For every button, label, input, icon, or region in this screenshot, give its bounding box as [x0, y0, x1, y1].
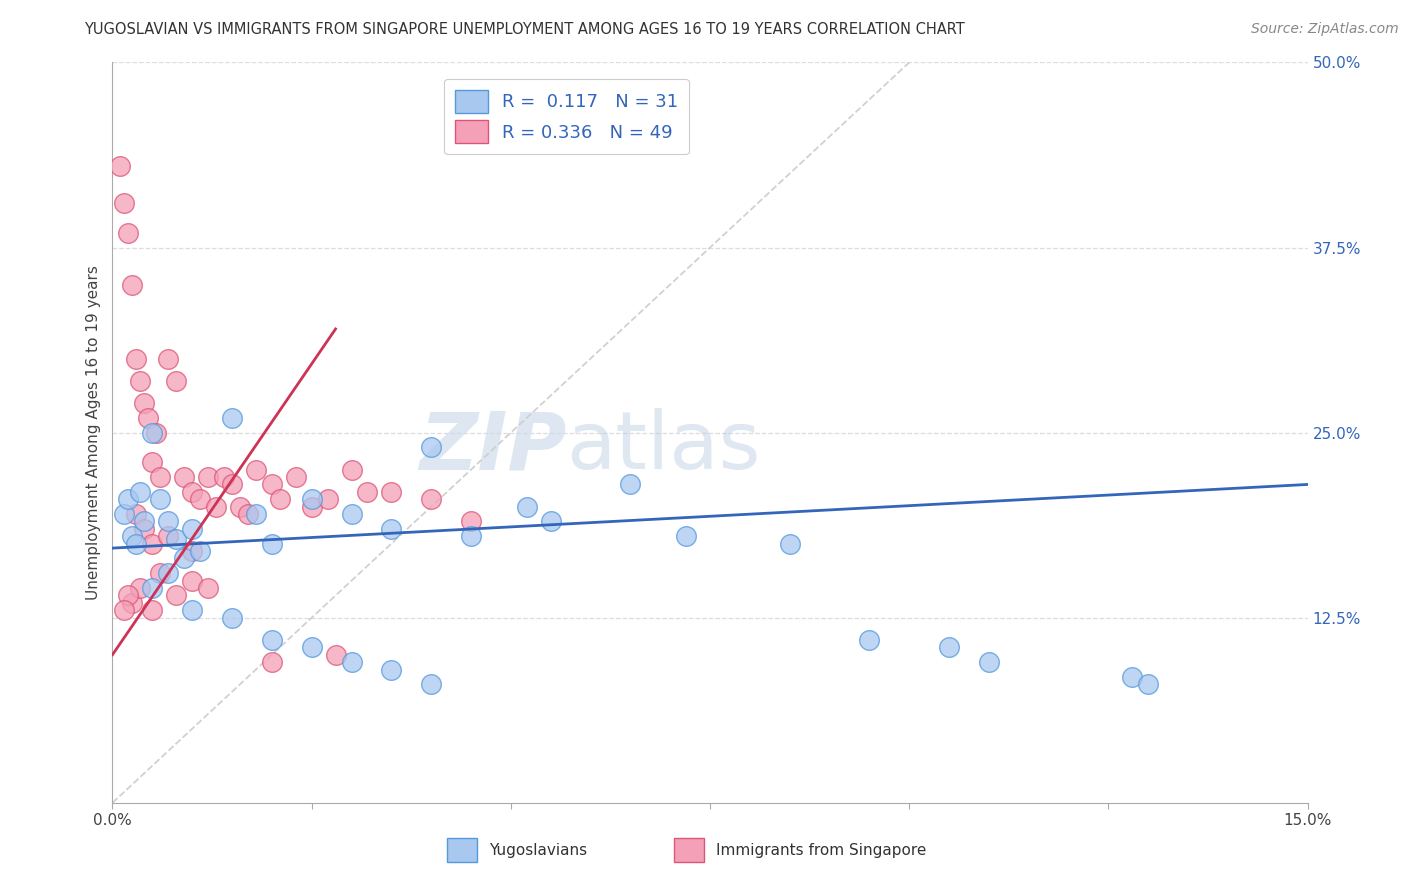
Point [858, 632, 880, 647]
Point [221, 410, 243, 425]
Bar [675, 838, 704, 862]
Y-axis label: Unemployment Among Ages 16 to 19 years: Unemployment Among Ages 16 to 19 years [86, 265, 101, 600]
Point [181, 522, 204, 536]
Point [141, 425, 163, 440]
Point [977, 655, 1000, 669]
Point [165, 533, 187, 547]
Point [340, 462, 363, 476]
Point [181, 603, 204, 617]
Point [141, 581, 163, 595]
Point [779, 536, 801, 550]
Point [121, 277, 143, 292]
Point [125, 507, 148, 521]
Point [129, 374, 152, 388]
Point [173, 470, 195, 484]
Point [188, 544, 211, 558]
Point [269, 492, 291, 507]
Point [141, 455, 163, 469]
Point [114, 603, 135, 617]
Point [134, 522, 156, 536]
Point [221, 610, 243, 624]
Point [516, 500, 538, 514]
Point [114, 196, 135, 211]
Legend: R =  0.117   N = 31, R = 0.336   N = 49: R = 0.117 N = 31, R = 0.336 N = 49 [444, 78, 689, 154]
Point [149, 566, 172, 581]
Point [157, 351, 180, 366]
Point [260, 632, 283, 647]
Text: Yugoslavians: Yugoslavians [489, 843, 588, 858]
Point [260, 655, 283, 669]
Point [380, 484, 402, 499]
Point [141, 603, 163, 617]
Point [181, 484, 204, 499]
Point [380, 663, 402, 677]
Point [141, 536, 163, 550]
Point [420, 441, 443, 455]
Point [284, 470, 307, 484]
Text: Immigrants from Singapore: Immigrants from Singapore [716, 843, 927, 858]
Point [145, 425, 167, 440]
Point [149, 492, 172, 507]
Point [110, 159, 132, 173]
Point [356, 484, 378, 499]
Point [1137, 677, 1160, 691]
Point [205, 500, 228, 514]
Point [316, 492, 339, 507]
Point [380, 522, 402, 536]
Point [212, 470, 235, 484]
Point [117, 492, 139, 507]
Point [181, 544, 204, 558]
Point [236, 507, 259, 521]
Point [301, 640, 323, 655]
Point [157, 515, 180, 529]
Point [245, 507, 267, 521]
Text: YUGOSLAVIAN VS IMMIGRANTS FROM SINGAPORE UNEMPLOYMENT AMONG AGES 16 TO 19 YEARS : YUGOSLAVIAN VS IMMIGRANTS FROM SINGAPORE… [84, 22, 965, 37]
Point [460, 529, 482, 543]
Point [675, 529, 697, 543]
Point [340, 655, 363, 669]
Point [420, 677, 443, 691]
Point [540, 515, 562, 529]
Point [197, 470, 219, 484]
Point [260, 536, 283, 550]
Point [117, 226, 139, 240]
Point [197, 581, 219, 595]
Point [121, 596, 143, 610]
Point [125, 351, 148, 366]
Point [138, 410, 160, 425]
Point [301, 492, 323, 507]
Text: Source: ZipAtlas.com: Source: ZipAtlas.com [1251, 22, 1399, 37]
Bar [447, 838, 477, 862]
Point [181, 574, 204, 588]
Point [938, 640, 960, 655]
Point [619, 477, 641, 491]
Point [165, 589, 187, 603]
Point [221, 477, 243, 491]
Point [301, 500, 323, 514]
Point [325, 648, 347, 662]
Point [340, 507, 363, 521]
Point [157, 529, 180, 543]
Point [125, 536, 148, 550]
Point [134, 396, 156, 410]
Point [121, 529, 143, 543]
Point [134, 515, 156, 529]
Point [117, 589, 139, 603]
Point [460, 515, 482, 529]
Point [420, 492, 443, 507]
Point [229, 500, 252, 514]
Point [245, 462, 267, 476]
Point [149, 470, 172, 484]
Point [129, 484, 152, 499]
Point [157, 566, 180, 581]
Point [114, 507, 135, 521]
Point [260, 477, 283, 491]
Text: atlas: atlas [567, 409, 761, 486]
Text: ZIP: ZIP [419, 409, 567, 486]
Point [188, 492, 211, 507]
Point [1121, 670, 1143, 684]
Point [165, 374, 187, 388]
Point [129, 581, 152, 595]
Point [173, 551, 195, 566]
